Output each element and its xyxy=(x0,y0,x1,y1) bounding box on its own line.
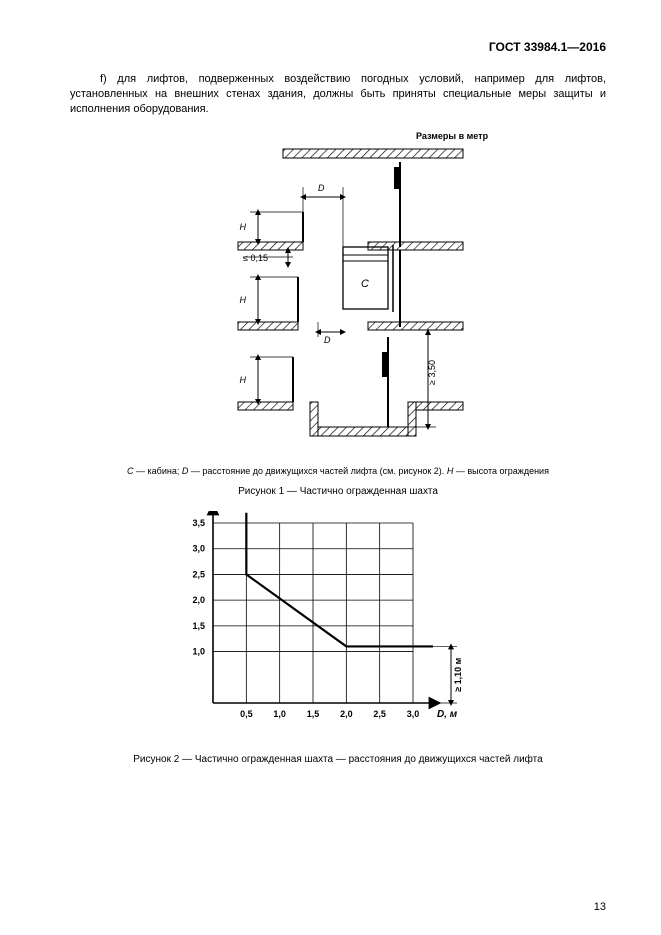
units-label: Размеры в метрах xyxy=(416,131,488,141)
figure-2: 0,5 1,0 1,5 2,0 2,5 3,0 1,0 1,5 2,0 2,5 3,0 3,5 D, м… xyxy=(70,511,606,744)
svg-text:2,5: 2,5 xyxy=(373,709,386,719)
svg-text:3,5: 3,5 xyxy=(192,518,205,528)
svg-text:1,0: 1,0 xyxy=(192,646,205,656)
fig1-C: С xyxy=(361,278,369,290)
fig1-dim-tall: ≥ 3,50 xyxy=(427,360,437,385)
svg-text:3,0: 3,0 xyxy=(192,543,205,553)
page: ГОСТ 33984.1—2016 f) для лифтов, подверж… xyxy=(0,0,661,935)
svg-text:1,0: 1,0 xyxy=(273,709,286,719)
svg-text:≥ 1,10 м: ≥ 1,10 м xyxy=(453,657,463,691)
fig1-dim-small: ≤ 0,15 xyxy=(243,253,268,263)
fig1-D-top: D xyxy=(318,183,325,193)
paragraph-f-text: f) для лифтов, подверженных воздействию … xyxy=(70,73,606,115)
figure-1-note: С — кабина; D — расстояние до движущихся… xyxy=(70,466,606,476)
figure-2-caption: Рисунок 2 — Частично огражденная шахта —… xyxy=(70,754,606,765)
figure-1-svg: Размеры в метрах H D ≤ 0,15 xyxy=(188,127,488,457)
figure-1: Размеры в метрах H D ≤ 0,15 xyxy=(70,127,606,460)
figure-1-caption: Рисунок 1 — Частично огражденная шахта xyxy=(70,486,606,497)
page-number: 13 xyxy=(594,901,606,913)
svg-text:2,5: 2,5 xyxy=(192,569,205,579)
svg-text:2,0: 2,0 xyxy=(192,595,205,605)
fig1-H-bot: H xyxy=(240,375,247,385)
fig1-H-mid: H xyxy=(240,295,247,305)
doc-header: ГОСТ 33984.1—2016 xyxy=(70,40,606,54)
figure-2-svg: 0,5 1,0 1,5 2,0 2,5 3,0 1,0 1,5 2,0 2,5 3,0 3,5 D, м… xyxy=(158,511,518,741)
svg-text:3,0: 3,0 xyxy=(407,709,420,719)
svg-text:D, м: D, м xyxy=(437,709,458,720)
svg-text:1,5: 1,5 xyxy=(307,709,320,719)
paragraph-f: f) для лифтов, подверженных воздействию … xyxy=(70,72,606,117)
svg-text:1,5: 1,5 xyxy=(192,620,205,630)
fig1-D-bot: D xyxy=(324,335,331,345)
svg-text:2,0: 2,0 xyxy=(340,709,353,719)
fig1-H-top: H xyxy=(240,222,247,232)
svg-text:0,5: 0,5 xyxy=(240,709,253,719)
